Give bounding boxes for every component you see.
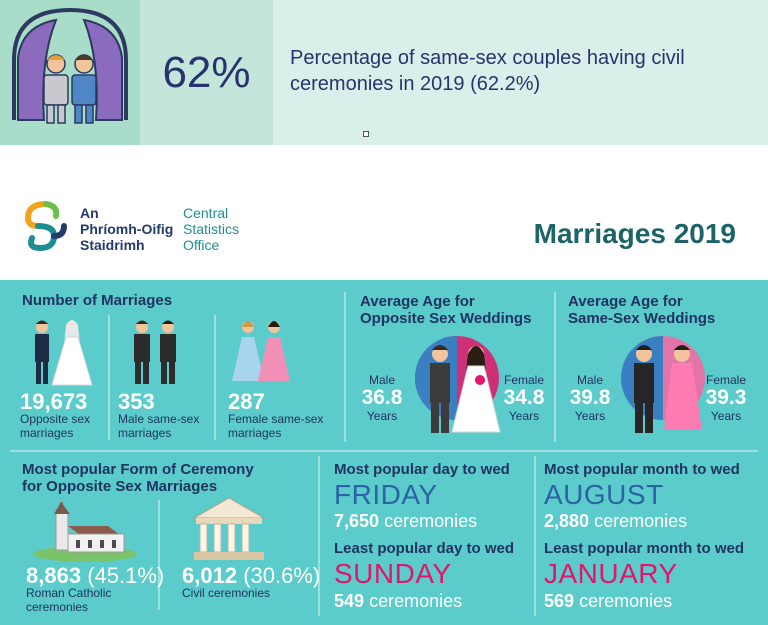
civil-ceremony-percent: 62% [162,48,251,97]
same-male-age: Male 39.8 Years [569,373,611,423]
most-popular-day-count: 7,650 ceremonies [334,511,478,531]
same-sex-couple-icon [621,336,705,433]
least-popular-month-count: 569 ceremonies [544,591,673,611]
female-same-sex-marriages-label: Female same-sex marriages [228,412,324,440]
most-popular-month-value: AUGUST [544,479,664,510]
opposite-sex-couple-icon [415,336,501,433]
least-popular-month-value: JANUARY [544,558,678,589]
logo-english-name: Central Statistics Office [183,205,240,253]
divider [554,292,556,442]
divider [108,315,110,440]
divider [10,450,758,452]
bride-groom-icon [35,320,93,386]
divider [344,292,346,442]
civil-label: Civil ceremonies [182,586,271,600]
cso-logo-icon [24,201,67,252]
civic-building-icon [192,497,266,560]
divider [158,500,160,610]
top-icon-panel [0,0,140,145]
least-popular-day-count: 549 ceremonies [334,591,463,611]
female-same-sex-marriages-value: 287 [228,389,265,414]
opposite-sex-marriages-label: Opposite sex marriages [20,412,91,440]
least-popular-day-value: SUNDAY [334,558,452,589]
two-grooms-icon [134,320,176,384]
male-same-sex-marriages-value: 353 [118,389,155,414]
ceremony-form-title: Most popular Form of Ceremony for Opposi… [22,461,254,495]
roman-catholic-label: Roman Catholic ceremonies [26,586,112,614]
header [0,145,768,280]
least-popular-month-label: Least popular month to wed [544,540,745,557]
civil-ceremony-description: Percentage of same-sex couples having ci… [290,47,685,95]
avg-age-same-title: Average Age for Same-Sex Weddings [568,293,716,327]
opposite-female-age: Female 34.8 Years [503,373,545,423]
statistics-panel [0,280,768,625]
number-of-marriages-title: Number of Marriages [22,292,173,309]
most-popular-day-label: Most popular day to wed [334,461,510,478]
two-brides-icon [232,321,290,381]
divider [318,456,320,616]
logo-irish-name: An Phríomh-Oifig Staidrimh [80,205,174,253]
same-female-age: Female 39.3 Years [705,373,747,423]
divider [214,315,216,440]
church-icon [33,502,137,562]
top-percent-panel [140,0,273,145]
most-popular-month-count: 2,880 ceremonies [544,511,688,531]
roman-catholic-value: 8,863 (45.1%) [26,563,165,588]
most-popular-day-value: FRIDAY [334,479,438,510]
male-same-sex-marriages-label: Male same-sex marriages [118,412,200,440]
same-sex-grooms-icon [12,7,128,124]
least-popular-day-label: Least popular day to wed [334,540,515,557]
most-popular-month-label: Most popular month to wed [544,461,740,478]
opposite-sex-marriages-value: 19,673 [20,389,88,414]
opposite-male-age: Male 36.8 Years [361,373,403,423]
resize-handle[interactable] [363,131,369,137]
avg-age-opposite-title: Average Age for Opposite Sex Weddings [360,293,532,327]
page-title: Marriages 2019 [533,218,736,249]
civil-value: 6,012 (30.6%) [182,563,321,588]
divider [534,456,536,616]
